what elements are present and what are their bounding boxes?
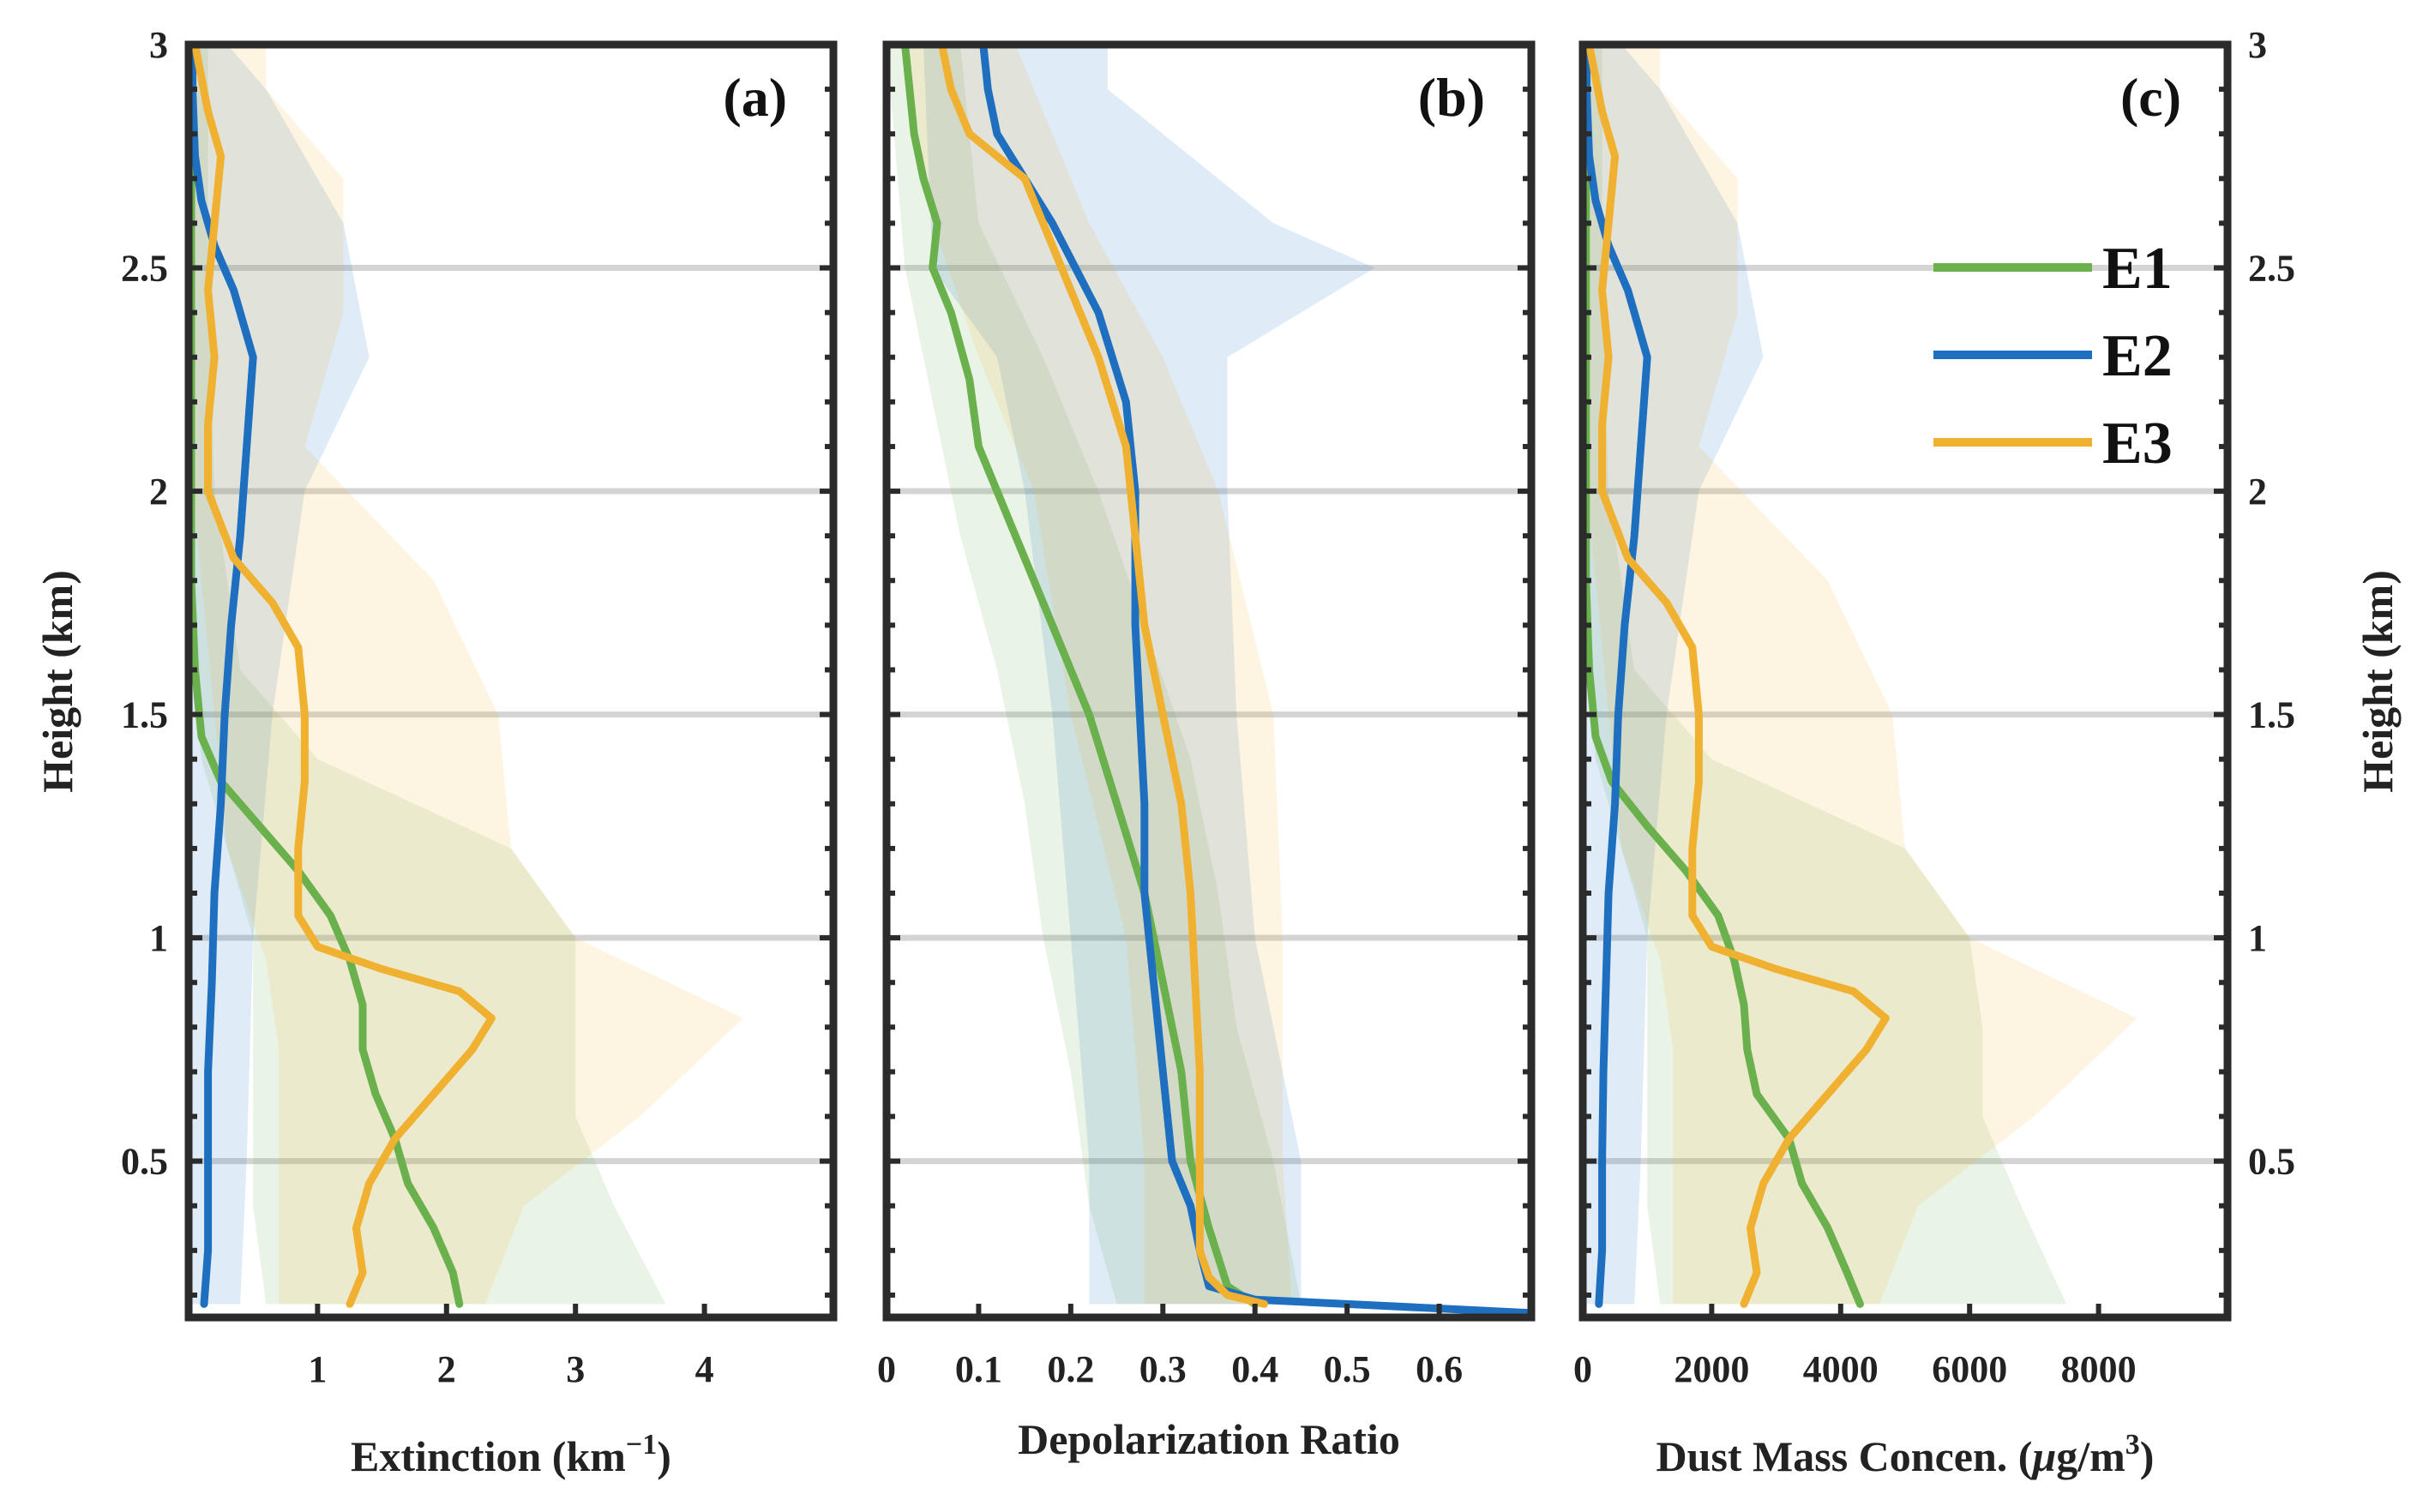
y-tick-label-right: 1 [2248, 917, 2267, 959]
panel-b-x-title: Depolarization Ratio [1018, 1415, 1400, 1463]
series-line-e3 [191, 45, 496, 1308]
x-tick-label: 2000 [1674, 1348, 1749, 1390]
x-tick-label: 0 [877, 1348, 896, 1390]
x-tick-label: 0.6 [1416, 1348, 1463, 1390]
y-tick-label-right: 1.5 [2248, 694, 2295, 736]
panel-b-x-ticks: 0 0.1 0.2 0.3 0.4 0.5 0.6 [877, 42, 1531, 1390]
x-tick-label: 6000 [1932, 1348, 2007, 1390]
panel-b-depolarization: (b) 0 0.1 0.2 0.3 0.4 0.5 0.6 Depolarization R… [877, 40, 1536, 1463]
y-tick-label-left: 0.5 [121, 1141, 168, 1183]
band-e1 [189, 45, 666, 1305]
x-tick-label: 4 [695, 1348, 714, 1390]
band-e2 [189, 45, 370, 1305]
y-tick-label-left: 2 [149, 471, 168, 513]
panel-a-extinction: (a) 1 2 3 4 Extinction (km−1) [184, 40, 838, 1480]
y-tick-label-left: 3 [149, 24, 168, 66]
x-tick-label: 0.5 [1324, 1348, 1371, 1390]
y-tick-label-right: 2.5 [2248, 248, 2295, 290]
band-e1 [1583, 45, 2066, 1305]
series-line-e2 [1583, 45, 1651, 1308]
x-tick-label: 0.3 [1139, 1348, 1187, 1390]
x-tick-label: 2 [437, 1348, 456, 1390]
band-e3 [189, 45, 743, 1305]
y-axis-right-ticks: 0.5 1 1.5 2 2.5 3 [2248, 24, 2295, 1183]
y-tick-label-right: 2 [2248, 471, 2267, 513]
panel-a-x-ticks: 1 2 3 4 [189, 42, 833, 1390]
panel-a-frame [184, 40, 838, 1322]
y-axis-left-ticks: 0.5 1 1.5 2 2.5 3 [121, 24, 168, 1183]
panel-b-frame [882, 40, 1536, 1322]
y-tick-label-right: 3 [2248, 24, 2267, 66]
x-tick-label: 0.1 [955, 1348, 1002, 1390]
panel-c-frame [1578, 40, 2232, 1322]
band-e3 [1583, 45, 2137, 1305]
y-tick-label-left: 1 [149, 917, 168, 959]
band-e2 [1583, 45, 1764, 1305]
panel-c-x-title: Dust Mass Concen. (μg/m3) [1656, 1429, 2155, 1480]
band-e2 [923, 45, 1375, 1305]
panel-a-plot-area [189, 45, 833, 1308]
series-line-e3 [1585, 45, 1890, 1308]
x-tick-label: 0.4 [1231, 1348, 1278, 1390]
y-tick-label-left: 2.5 [121, 248, 168, 290]
x-tick-label: 0.2 [1047, 1348, 1094, 1390]
panel-c-plot-area [1583, 45, 2228, 1308]
y-axis-right-title: Height (km) [2354, 570, 2402, 793]
legend-label-e2: E2 [2102, 323, 2173, 389]
x-tick-label: 3 [566, 1348, 585, 1390]
x-tick-label: 4000 [1803, 1348, 1879, 1390]
series-line-e2 [189, 45, 257, 1308]
series-line-e1 [901, 45, 1260, 1308]
legend: E1 E2 E3 [1933, 236, 2173, 477]
legend-label-e3: E3 [2102, 411, 2173, 477]
panel-a-label: (a) [723, 67, 787, 128]
panel-b-label: (b) [1418, 67, 1485, 128]
panel-b-plot-area [887, 45, 1531, 1317]
y-tick-label-left: 1.5 [121, 694, 168, 736]
x-tick-label: 8000 [2061, 1348, 2137, 1390]
panel-c-label: (c) [2120, 67, 2181, 128]
legend-label-e1: E1 [2102, 236, 2173, 302]
series-line-e3 [938, 45, 1268, 1308]
y-axis-left-title: Height (km) [33, 570, 81, 793]
panel-c-x-ticks: 0 2000 4000 6000 8000 [1573, 42, 2228, 1390]
x-tick-label: 0 [1573, 1348, 1592, 1390]
panel-c-dust-mass: (c) 0 2000 4000 6000 8000 Dust Mass Concen. … [1573, 40, 2232, 1480]
x-tick-label: 1 [308, 1348, 327, 1390]
panel-a-x-title: Extinction (km−1) [351, 1429, 671, 1480]
y-tick-label-right: 0.5 [2248, 1141, 2295, 1183]
